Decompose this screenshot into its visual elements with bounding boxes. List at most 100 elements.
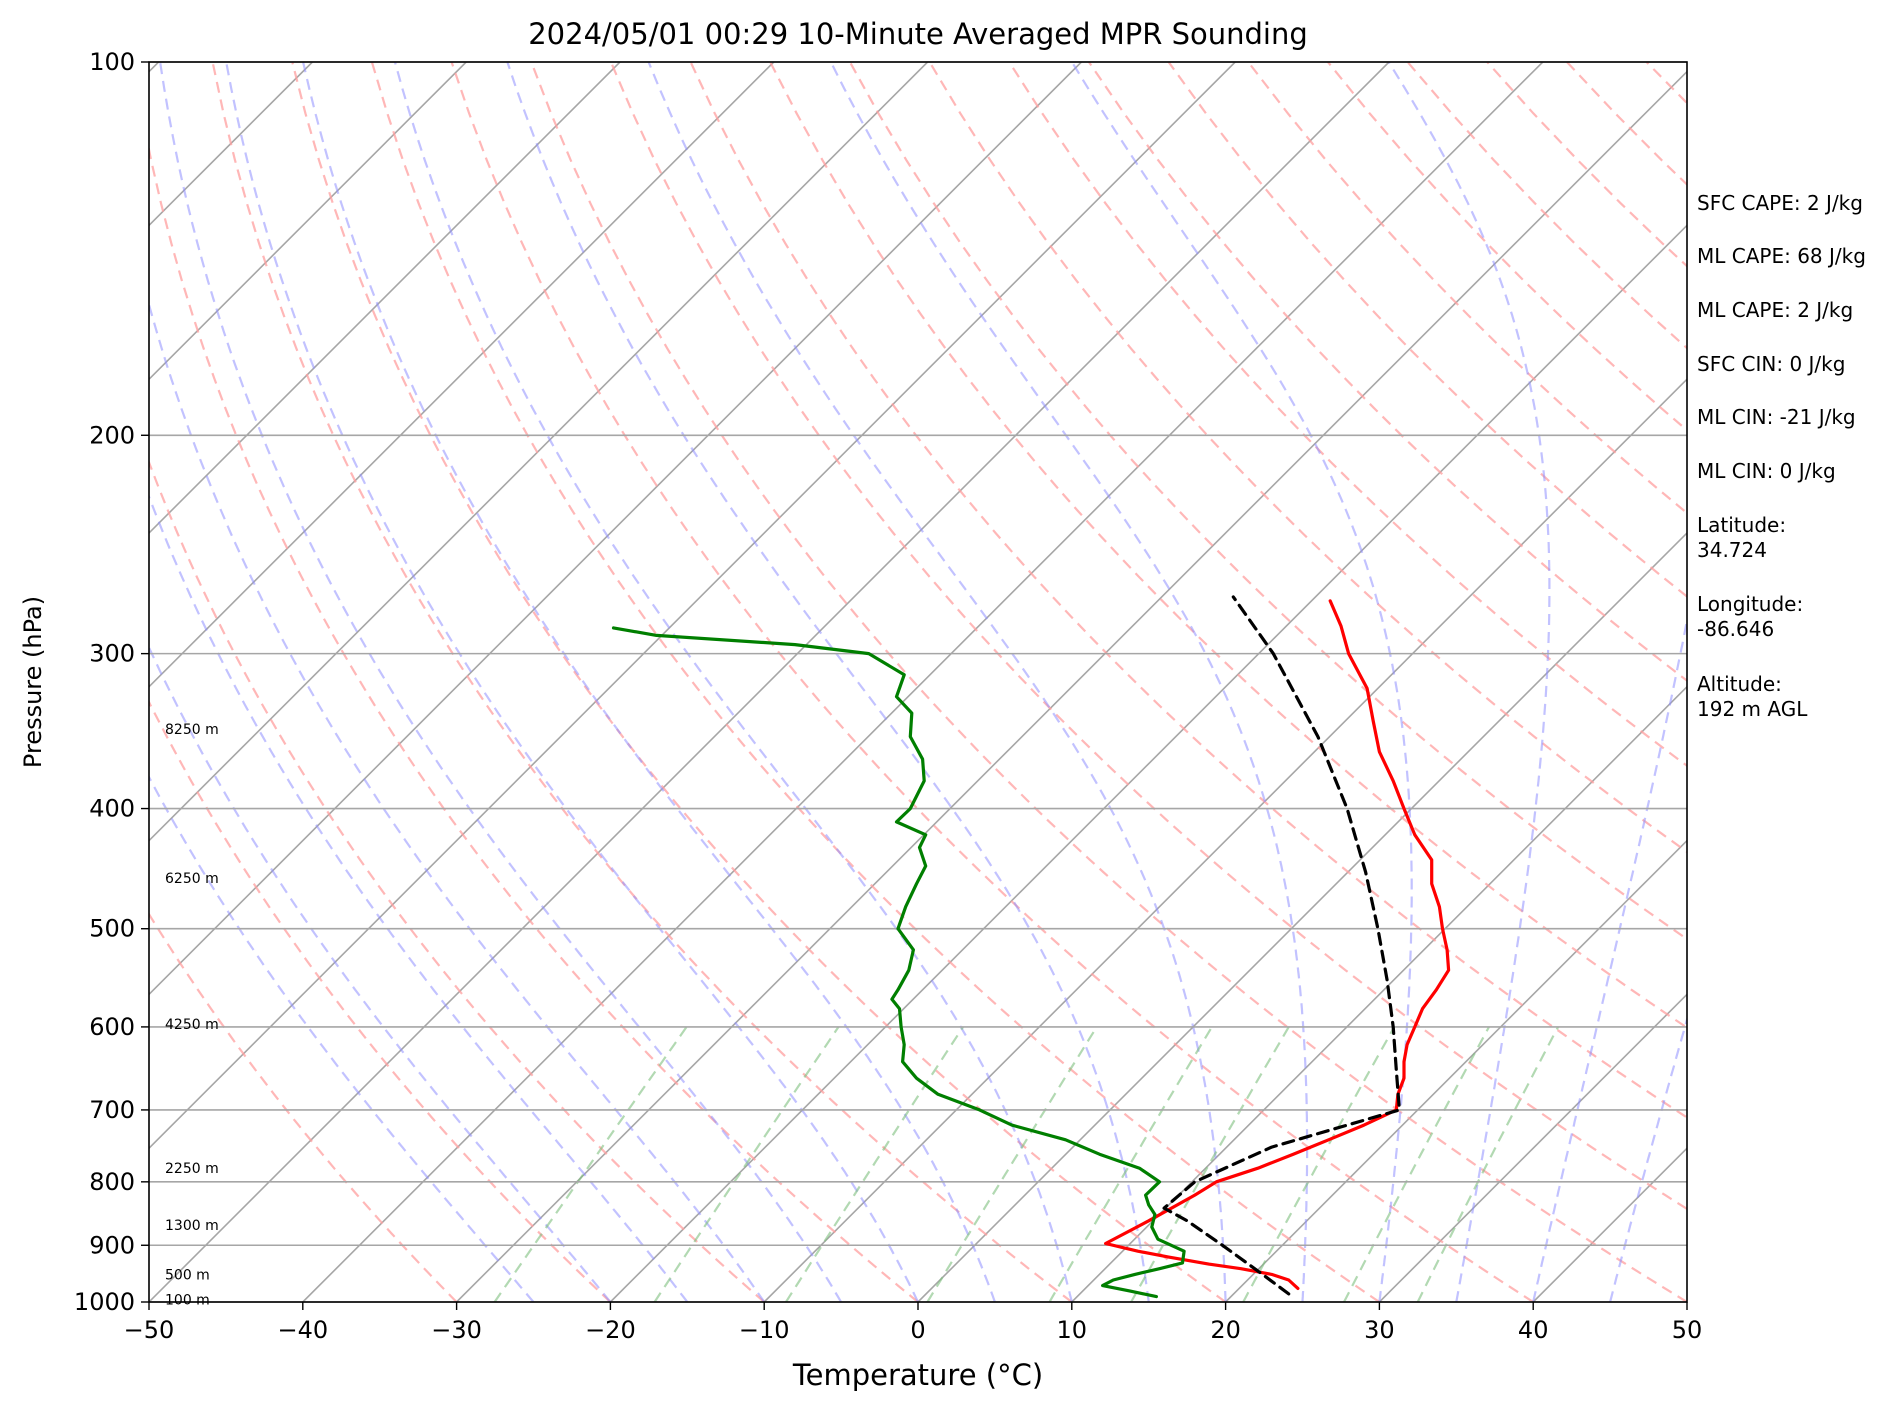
x-tick-label: −30 — [431, 1316, 482, 1344]
isotherm-line — [456, 70, 1687, 1302]
moist-adiabat-line — [1532, 614, 1687, 1302]
y-tick-label: 700 — [89, 1096, 135, 1124]
isotherm-line — [763, 378, 1687, 1302]
x-tick-label: 40 — [1518, 1316, 1549, 1344]
x-tick-label: −40 — [277, 1316, 328, 1344]
dry-adiabat-line — [609, 62, 1687, 1211]
mixing-ratio-line — [926, 1026, 1098, 1302]
isotherm-line — [149, 62, 1082, 996]
moist-adiabat-line — [393, 62, 1073, 1302]
mixing-ratio-line — [493, 1026, 688, 1302]
x-tick-label: −10 — [739, 1316, 790, 1344]
dry-adiabat-line — [769, 62, 1687, 1029]
moist-adiabat-line — [225, 62, 919, 1302]
dry-adiabat-line — [450, 62, 1534, 1302]
isotherm-line — [302, 62, 1544, 1302]
dry-adiabat-line — [530, 62, 1687, 1302]
moist-adiabat-line — [829, 62, 1309, 1302]
moist-adiabat-line — [1609, 1015, 1687, 1302]
isotherm-line — [917, 531, 1687, 1302]
sounding-series — [611, 595, 1451, 1299]
y-tick-label: 800 — [89, 1168, 135, 1196]
x-tick-label: 10 — [1057, 1316, 1088, 1344]
height-label: 4250 m — [165, 1017, 219, 1033]
mixing-ratio-line — [653, 1026, 840, 1302]
ml-cin-text: ML CIN: -21 J/kg — [1697, 405, 1856, 429]
grid-lines — [149, 61, 1687, 1303]
moist-adiabat-line — [647, 62, 1227, 1302]
dry-adiabat-line — [291, 62, 1227, 1302]
y-tick-label: 500 — [89, 915, 135, 943]
dry-adiabat-line — [149, 459, 765, 1302]
height-label: 500 m — [165, 1267, 210, 1283]
y-tick-label: 200 — [89, 421, 135, 449]
ml-cin-text-2: ML CIN: 0 J/kg — [1697, 459, 1836, 483]
isotherm-line — [149, 62, 775, 688]
longitude-text: Longitude: -86.646 — [1697, 592, 1804, 641]
isotherm-line — [149, 62, 1390, 1302]
dry-adiabat-line — [689, 62, 1687, 1119]
x-tick-label: 0 — [910, 1316, 925, 1344]
y-tick-label: 100 — [89, 48, 135, 76]
altitude-text: Altitude: 192 m AGL — [1697, 672, 1808, 721]
isotherm-line — [149, 62, 467, 381]
moist-adiabat-line — [506, 62, 1150, 1302]
y-tick-label: 1000 — [74, 1288, 135, 1316]
mixing-ratio-line — [785, 1026, 965, 1302]
mixing-ratio-line — [1416, 1026, 1560, 1302]
plot-frame — [148, 61, 1688, 1303]
isotherm-line — [1071, 685, 1687, 1302]
isotherm-line — [149, 62, 1236, 1150]
isotherm-line — [1225, 839, 1687, 1302]
dry-adiabat-line — [149, 912, 458, 1302]
isotherm-line — [609, 224, 1687, 1302]
moist-adiabat-line — [1070, 62, 1413, 1302]
height-label: 1300 m — [165, 1218, 219, 1234]
moist-adiabat-line — [159, 62, 843, 1302]
sounding-series-2 — [1162, 595, 1401, 1296]
moist-adiabat-line — [149, 644, 612, 1302]
y-tick-label: 300 — [89, 640, 135, 668]
x-tick-label: −20 — [585, 1316, 636, 1344]
height-label: 100 m — [165, 1292, 210, 1308]
dry-adiabat-line — [211, 62, 1073, 1302]
x-tick-label: 30 — [1364, 1316, 1395, 1344]
sfc-cin-text: SFC CIN: 0 J/kg — [1697, 352, 1846, 376]
dry-adiabat-line — [1087, 62, 1687, 683]
ml-cape-text: ML CAPE: 68 J/kg — [1697, 244, 1866, 268]
height-label: 2250 m — [165, 1161, 219, 1177]
dry-adiabat-line — [848, 62, 1687, 941]
dry-adiabat-line — [149, 699, 612, 1302]
y-tick-label: 900 — [89, 1231, 135, 1259]
sounding-series-1 — [611, 626, 1186, 1299]
y-axis-label: Pressure (hPa) — [19, 596, 47, 768]
dry-adiabat-line — [928, 62, 1687, 854]
x-tick-label: 50 — [1672, 1316, 1703, 1344]
dry-adiabat-line — [370, 62, 1381, 1302]
dry-adiabat-line — [149, 144, 919, 1302]
latitude-text: Latitude: 34.724 — [1697, 513, 1787, 562]
moist-adiabat-line — [149, 774, 535, 1302]
moist-adiabat-line — [302, 62, 996, 1302]
y-tick-label: 400 — [89, 795, 135, 823]
mixing-ratio-line — [1130, 1026, 1290, 1302]
y-tick-label: 600 — [89, 1013, 135, 1041]
height-label: 8250 m — [165, 722, 219, 738]
mixing-ratio-line — [1048, 1026, 1213, 1302]
moist-adiabat-line — [1387, 62, 1551, 1302]
isotherm-line — [0, 62, 5, 1302]
height-labels: 100 m 500 m 1300 m 2250 m 4250 m 6250 m 8250 m — [165, 722, 219, 1308]
isotherm-line — [149, 62, 929, 842]
x-axis-label: Temperature (°C) — [792, 1358, 1043, 1392]
x-tick-label: −50 — [124, 1316, 175, 1344]
background-reference-lines — [0, 62, 1687, 1302]
height-label: 6250 m — [165, 871, 219, 887]
moist-adiabat-line — [149, 300, 766, 1302]
sfc-cape-text: SFC CAPE: 2 J/kg — [1697, 191, 1863, 215]
moist-adiabat-line — [149, 493, 689, 1302]
mixing-ratio-line — [1343, 1026, 1490, 1302]
isotherm-line — [1378, 993, 1687, 1302]
isotherm-line — [149, 62, 621, 535]
